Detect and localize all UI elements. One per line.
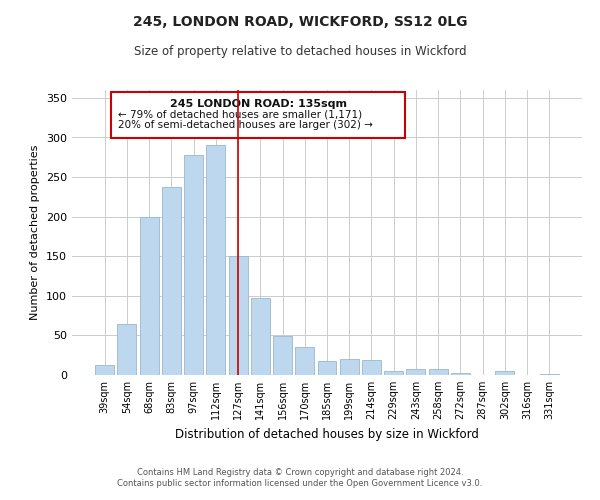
- Bar: [140, 216, 158, 375]
- Text: 20% of semi-detached houses are larger (302) →: 20% of semi-detached houses are larger (…: [118, 120, 373, 130]
- Bar: [406, 368, 425, 375]
- Text: Contains HM Land Registry data © Crown copyright and database right 2024.
Contai: Contains HM Land Registry data © Crown c…: [118, 468, 482, 487]
- Bar: [384, 371, 403, 375]
- Bar: [340, 359, 359, 375]
- Bar: [118, 324, 136, 375]
- Bar: [206, 146, 225, 375]
- Y-axis label: Number of detached properties: Number of detached properties: [31, 145, 40, 320]
- Text: Size of property relative to detached houses in Wickford: Size of property relative to detached ho…: [134, 45, 466, 58]
- Bar: [251, 298, 270, 375]
- X-axis label: Distribution of detached houses by size in Wickford: Distribution of detached houses by size …: [175, 428, 479, 440]
- Text: 245 LONDON ROAD: 135sqm: 245 LONDON ROAD: 135sqm: [170, 98, 347, 108]
- Bar: [317, 361, 337, 375]
- Bar: [162, 186, 181, 375]
- Bar: [295, 348, 314, 375]
- Text: ← 79% of detached houses are smaller (1,171): ← 79% of detached houses are smaller (1,…: [118, 110, 362, 120]
- Bar: [184, 155, 203, 375]
- Bar: [229, 256, 248, 375]
- Bar: [496, 371, 514, 375]
- Bar: [112, 92, 405, 138]
- Bar: [429, 368, 448, 375]
- Bar: [362, 360, 381, 375]
- Text: 245, LONDON ROAD, WICKFORD, SS12 0LG: 245, LONDON ROAD, WICKFORD, SS12 0LG: [133, 15, 467, 29]
- Bar: [540, 374, 559, 375]
- Bar: [273, 336, 292, 375]
- Bar: [451, 374, 470, 375]
- Bar: [95, 364, 114, 375]
